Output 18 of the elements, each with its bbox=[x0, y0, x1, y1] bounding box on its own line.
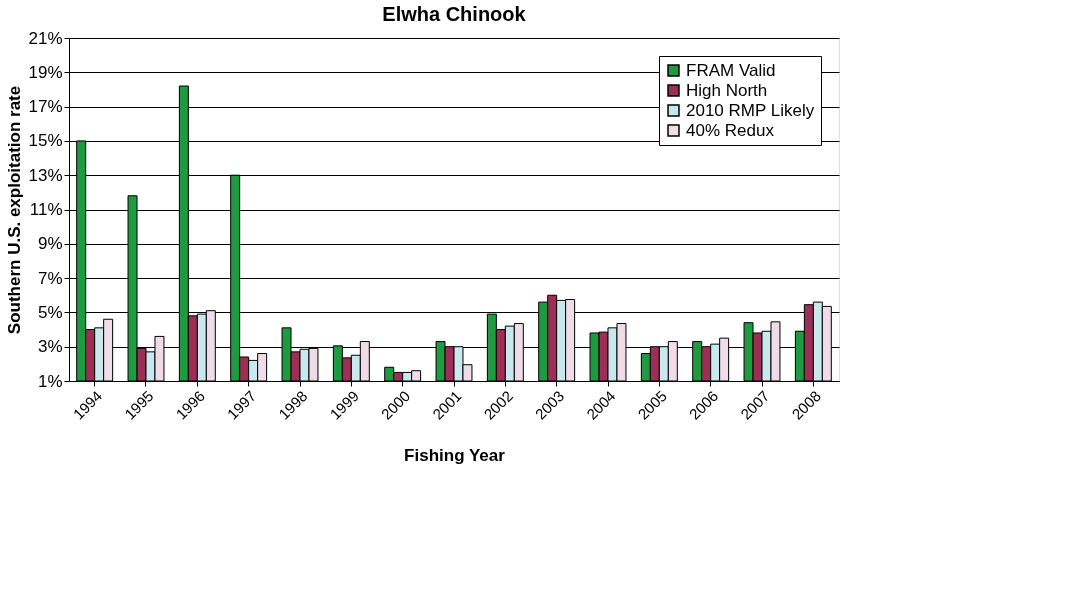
y-tick-label: 9% bbox=[37, 234, 63, 254]
legend-label: 2010 RMP Likely bbox=[686, 100, 815, 120]
y-tick-label: 11% bbox=[29, 200, 63, 219]
y-tick-label: 15% bbox=[28, 131, 63, 151]
y-tick-label: 5% bbox=[37, 302, 63, 322]
y-tick-label: 1% bbox=[37, 371, 63, 391]
y-tick-label: 13% bbox=[28, 165, 63, 185]
legend-label: FRAM Valid bbox=[686, 60, 776, 80]
chart-title: Elwha Chinook bbox=[382, 3, 527, 25]
y-tick-label: 7% bbox=[37, 268, 63, 288]
legend-label: High North bbox=[686, 80, 768, 100]
y-tick-label: 17% bbox=[28, 97, 63, 117]
y-axis-title: Southern U.S. exploitation rate bbox=[5, 85, 25, 335]
x-axis-title: Fishing Year bbox=[404, 445, 506, 465]
legend-label: 40% Redux bbox=[686, 120, 775, 140]
y-tick-label: 21% bbox=[28, 28, 63, 48]
y-tick-label: 19% bbox=[28, 62, 63, 82]
y-tick-label: 3% bbox=[37, 337, 63, 357]
